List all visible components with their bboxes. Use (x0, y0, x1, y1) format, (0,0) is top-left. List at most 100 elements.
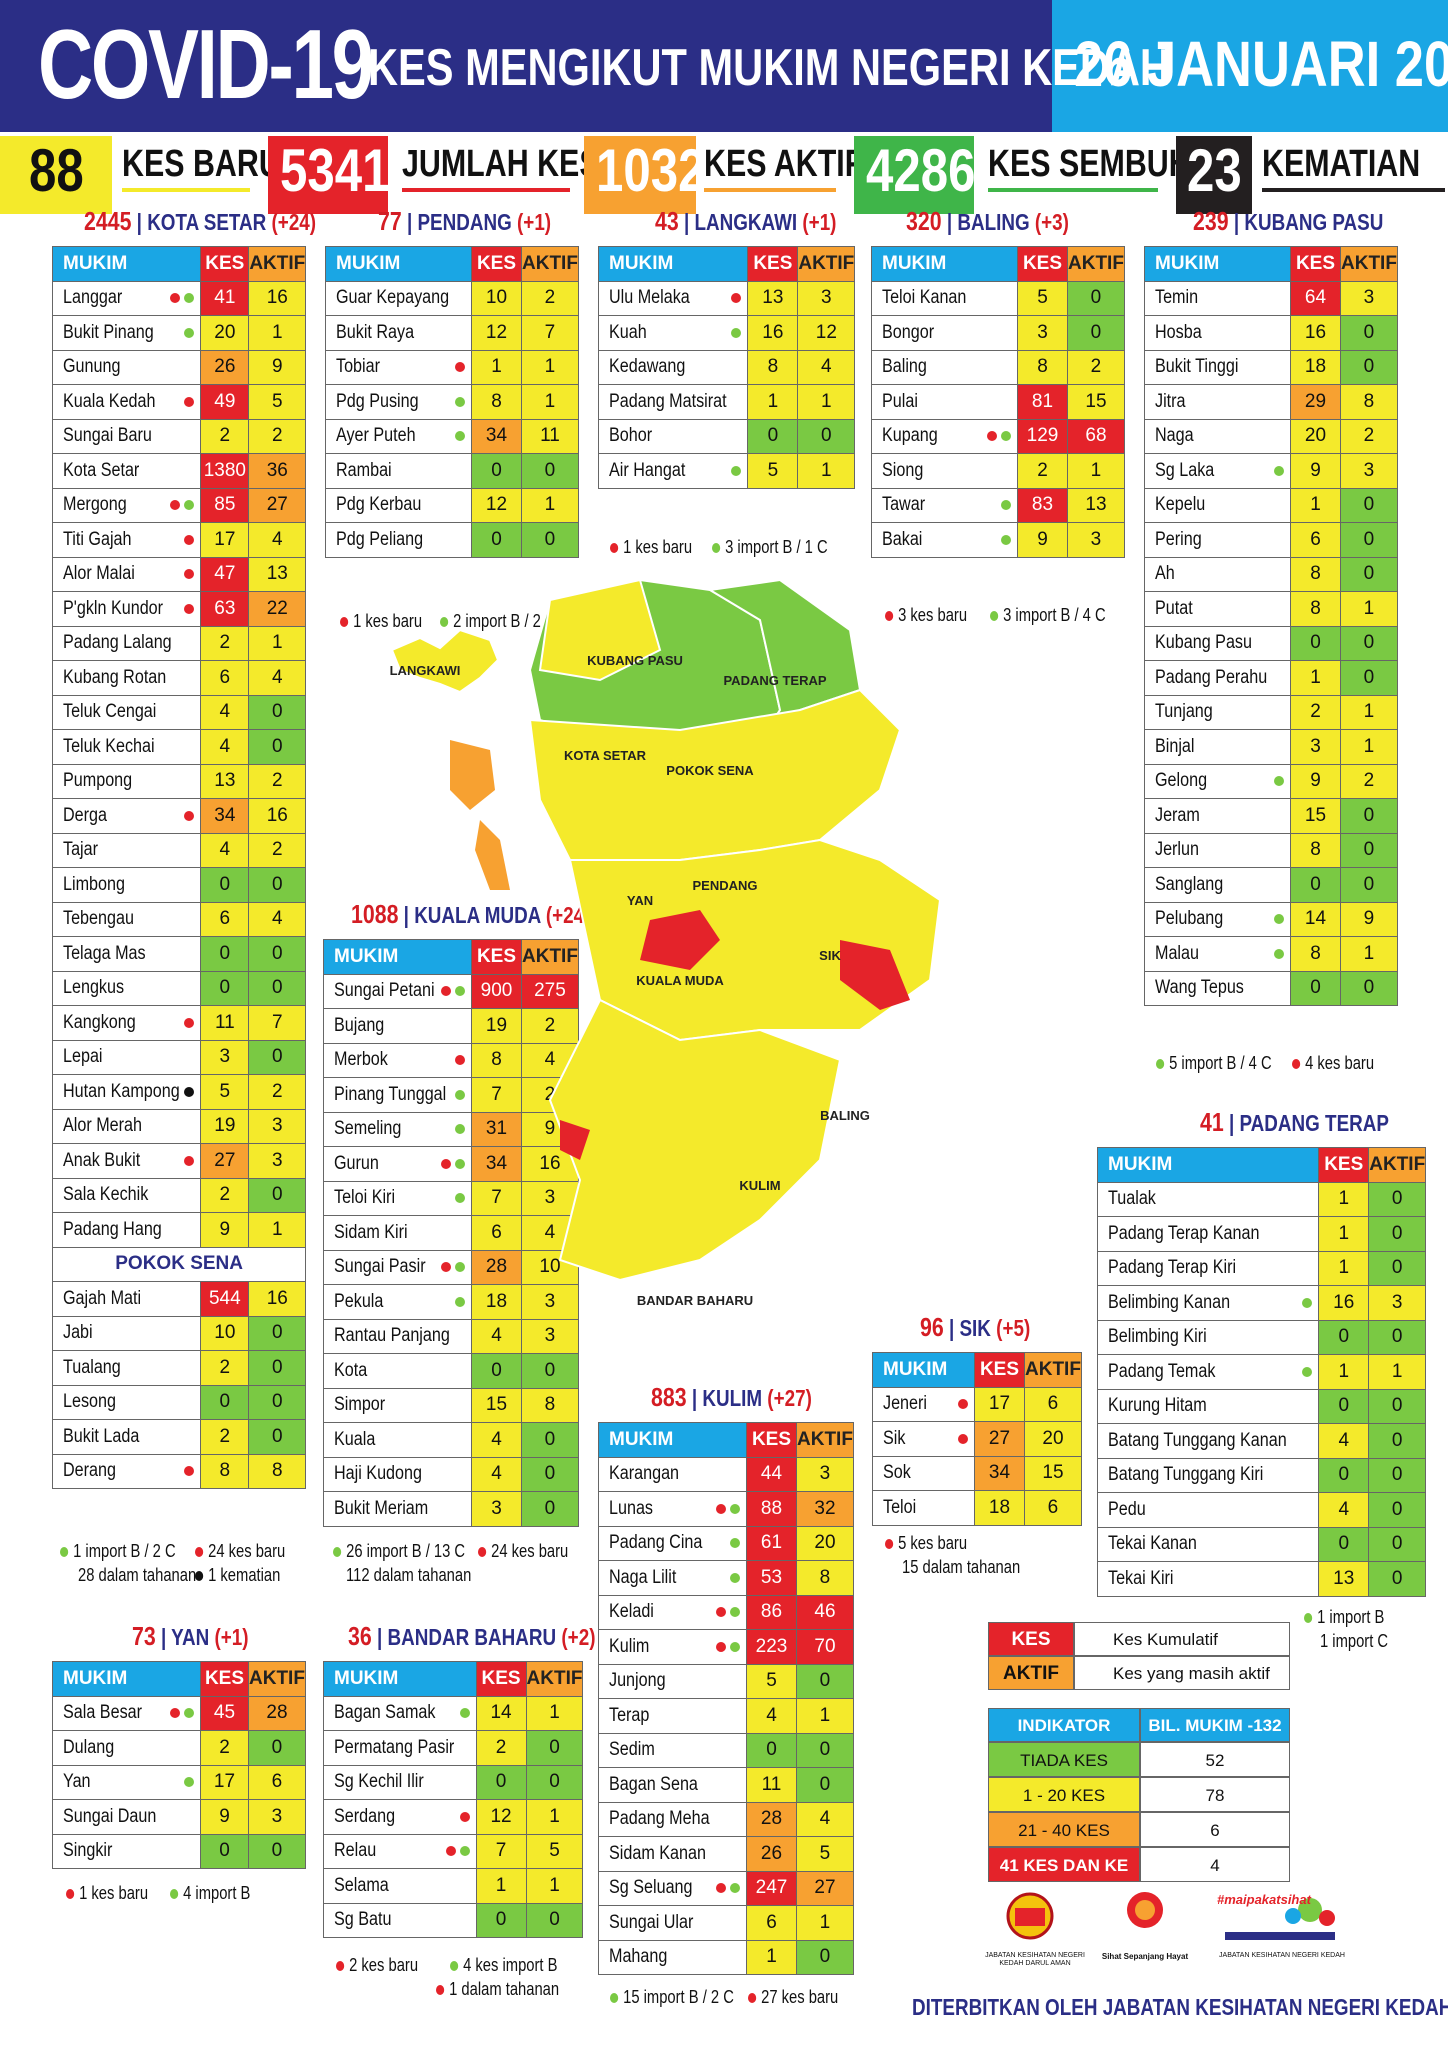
kes-value: 19 (471, 1008, 522, 1044)
new-case-dot-icon (459, 1811, 470, 1822)
mukim-name: Temin (1144, 280, 1291, 316)
table-row: Sg Batu 0 0 (323, 1902, 584, 1938)
kes-value: 26 (746, 1836, 797, 1872)
mukim-name: Langgar (51, 280, 202, 316)
table-row: Ah 8 0 (1144, 556, 1398, 592)
mukim-name: Padang Terap Kanan (1096, 1216, 1320, 1252)
kes-value: 223 (746, 1629, 797, 1665)
stat-label-jumlah-kes: JUMLAH KES (402, 143, 600, 185)
mukim-name: Sok (872, 1455, 975, 1491)
aktif-value: 1 (1067, 453, 1125, 489)
table-row: Lengkus 0 0 (51, 970, 307, 1006)
district-total: 36 (348, 1621, 372, 1651)
indicator-count-header: BIL. MUKIM -132 (1140, 1708, 1290, 1742)
kes-value: 8 (1290, 556, 1341, 592)
aktif-value: 0 (248, 694, 307, 730)
table-row: Teloi Kanan 5 0 (871, 280, 1125, 316)
aktif-value: 9 (248, 349, 307, 385)
indicator-label: 21 - 40 KES (988, 1812, 1140, 1847)
aktif-value: 4 (797, 349, 856, 385)
legend-dot-icon (66, 1889, 75, 1900)
mukim-table-sik: MUKIM KES AKTIF Jeneri 17 6 Sik 27 20 Sok 34 15 Telo… (872, 1352, 1082, 1526)
kes-value: 544 (200, 1281, 250, 1317)
district-title-kulim: 883 | KULIM (+27) (651, 1382, 812, 1412)
aktif-value: 0 (521, 453, 579, 489)
legend-dot-icon (610, 1993, 619, 2004)
table-row: Semeling 31 9 (323, 1111, 579, 1147)
kes-value: 2 (1290, 694, 1341, 730)
mukim-name: Alor Malai (51, 556, 202, 592)
mukim-name: Karangan (598, 1456, 747, 1492)
mukim-name: Naga Lilit (598, 1560, 747, 1596)
table-row: Lunas 88 32 (598, 1491, 854, 1527)
kes-value: 13 (1318, 1561, 1370, 1597)
district-title-kubang-pasu: 239 | KUBANG PASU (1193, 206, 1384, 236)
table-row: Tualak 1 0 (1096, 1181, 1427, 1217)
aktif-value: 0 (525, 1764, 584, 1800)
table-row: Sanglang 0 0 (1144, 867, 1398, 903)
kes-value: 0 (200, 970, 250, 1006)
aktif-value: 0 (796, 1663, 854, 1699)
district-total: 320 (906, 206, 942, 236)
mukim-name: Air Hangat (597, 453, 749, 489)
aktif-value: 0 (1340, 970, 1398, 1006)
new-case-dot-icon (455, 1055, 465, 1066)
table-row: Kuala Kedah 49 5 (51, 384, 307, 420)
mukim-name: Kangkong (51, 1005, 202, 1041)
table-row: Teluk Cengai 4 0 (51, 694, 307, 730)
mukim-name: Bakai (871, 522, 1018, 558)
kes-value: 4 (471, 1318, 522, 1354)
district-name: KUALA MUDA (414, 902, 541, 928)
mukim-name: Sg Batu (323, 1902, 477, 1938)
legend-dot-icon (170, 1889, 179, 1900)
kes-value: 47 (200, 556, 250, 592)
mukim-name: Serdang (323, 1799, 477, 1835)
red-zone-sungai-petani (640, 910, 720, 970)
table-row: Tualang 2 0 (51, 1350, 307, 1386)
table-row: Kupang 129 68 (871, 418, 1125, 454)
table-row: Terap 4 1 (598, 1698, 854, 1734)
table-row: Pumpong 13 2 (51, 763, 307, 799)
mainland-kubang-pasu (538, 578, 662, 682)
mukim-name: Teloi (872, 1490, 975, 1526)
table-row: Padang Terap Kanan 1 0 (1096, 1216, 1427, 1252)
map-label: SIK (819, 948, 841, 963)
table-row: Padang Meha 28 4 (598, 1801, 854, 1837)
kes-value: 8 (1290, 591, 1341, 627)
map-label: BANDAR BAHARU (637, 1293, 753, 1308)
mukim-name: Sala Kechik (51, 1177, 202, 1213)
kes-value: 8 (1290, 936, 1341, 972)
aktif-value: 1 (796, 1698, 854, 1734)
stat-value-kes-aktif: 1032 (584, 136, 705, 214)
district-title-padang-terap: 41 | PADANG TERAP (1200, 1107, 1389, 1137)
aktif-value: 0 (521, 522, 579, 558)
aktif-value: 0 (1368, 1457, 1427, 1493)
table-row: Hutan Kampong 5 2 (51, 1074, 307, 1110)
kes-value: 8 (1017, 349, 1068, 385)
aktif-value: 1 (797, 453, 856, 489)
aktif-value: 0 (1067, 280, 1125, 316)
aktif-value: 32 (796, 1491, 854, 1527)
death-dot-icon (184, 1086, 195, 1097)
kes-value: 2 (200, 1419, 250, 1455)
table-row: Sungai Ular 6 1 (598, 1905, 854, 1941)
mainland-kuala-muda (568, 838, 942, 1042)
district-name: BANDAR BAHARU (387, 1624, 557, 1650)
mukim-name: Teloi Kiri (323, 1180, 472, 1216)
legend-kes-chip: KES (988, 1622, 1074, 1656)
kes-value: 63 (200, 591, 250, 627)
aktif-value: 4 (796, 1801, 854, 1837)
kes-value: 45 (200, 1695, 249, 1731)
kes-value: 0 (1290, 867, 1341, 903)
district-note: 1 dalam tahanan (436, 1978, 559, 2000)
kes-value: 8 (200, 1453, 250, 1489)
table-row: Padang Lalang 2 1 (51, 625, 307, 661)
mukim-name: Pulai (871, 384, 1018, 420)
table-row: Anak Bukit 27 3 (51, 1143, 307, 1179)
district-total: 1088 (351, 899, 399, 929)
new-case-dot-icon (441, 986, 451, 997)
col-header-kes: KES (471, 246, 522, 282)
aktif-value: 27 (796, 1870, 854, 1906)
map-label: KUALA MUDA (636, 973, 724, 988)
mukim-name: Kuala Kedah (51, 384, 202, 420)
